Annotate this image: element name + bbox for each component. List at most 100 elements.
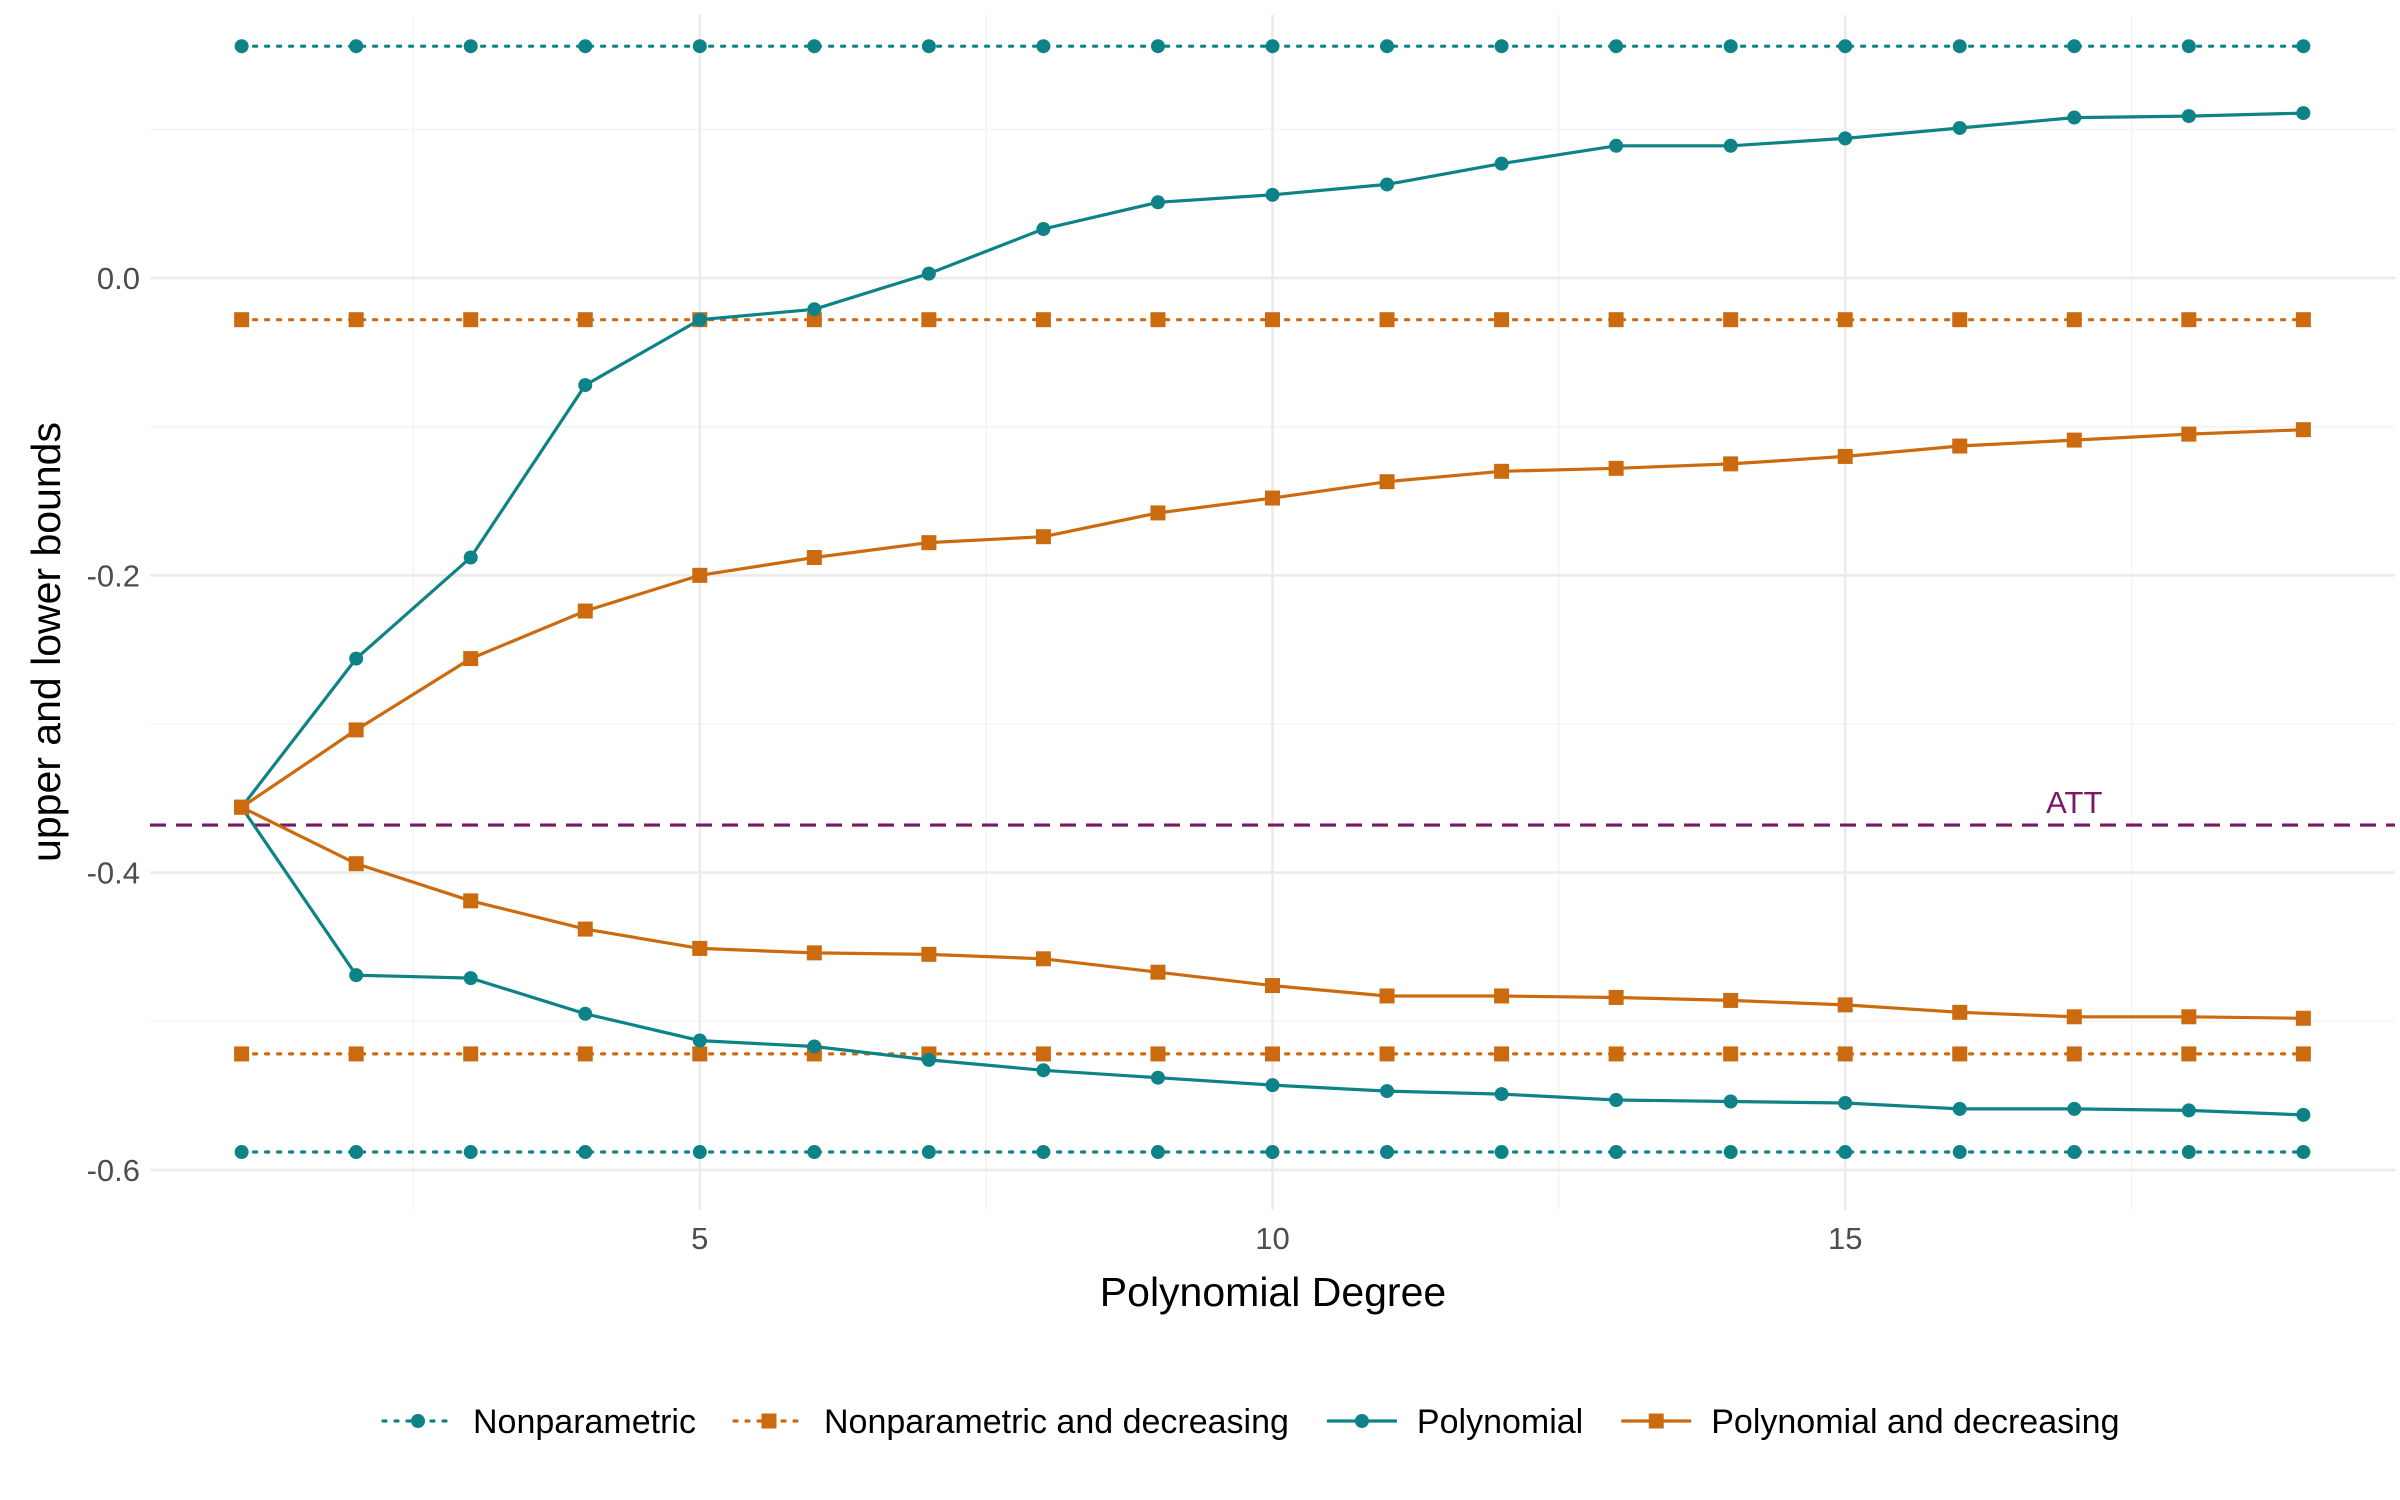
nonparametric-and-decreasing-upper-point bbox=[2066, 312, 2082, 328]
polynomial-upper-point bbox=[2067, 110, 2082, 125]
polynomial-lower-point bbox=[1036, 1063, 1051, 1078]
series bbox=[234, 39, 2311, 1160]
nonparametric-lower-point bbox=[1036, 1145, 1051, 1160]
nonparametric-upper-point bbox=[1265, 39, 1280, 54]
nonparametric-upper-point bbox=[807, 39, 822, 54]
nonparametric-upper-point bbox=[463, 39, 478, 54]
nonparametric-upper-point bbox=[2296, 39, 2311, 54]
legend-key-marker bbox=[1648, 1413, 1664, 1429]
polynomial-upper-point bbox=[692, 312, 707, 327]
legend-key-marker bbox=[761, 1413, 777, 1429]
nonparametric-upper-point bbox=[578, 39, 593, 54]
nonparametric-and-decreasing-upper-point bbox=[806, 312, 822, 328]
nonparametric-and-decreasing-lower-point bbox=[1494, 1046, 1510, 1062]
polynomial-and-decreasing-upper-point bbox=[2181, 426, 2197, 442]
nonparametric-lower-point bbox=[1150, 1145, 1165, 1160]
nonparametric-and-decreasing-upper-point bbox=[1723, 312, 1739, 328]
polynomial-lower-point bbox=[2181, 1103, 2196, 1118]
nonparametric-upper-point bbox=[1380, 39, 1395, 54]
grid bbox=[150, 15, 2395, 1210]
nonparametric-upper-point bbox=[1838, 39, 1853, 54]
nonparametric-and-decreasing-lower-point bbox=[1608, 1046, 1624, 1062]
polynomial-and-decreasing-upper-point bbox=[1723, 456, 1739, 472]
polynomial-upper-point bbox=[1036, 222, 1051, 237]
nonparametric-and-decreasing-lower-point bbox=[2066, 1046, 2082, 1062]
polynomial-upper-point bbox=[1723, 138, 1738, 153]
polynomial-and-decreasing-upper-point bbox=[1035, 529, 1051, 545]
polynomial-and-decreasing-lower-point bbox=[234, 799, 250, 815]
reference-lines: ATT bbox=[150, 785, 2395, 827]
legend-label: Nonparametric bbox=[473, 1403, 696, 1441]
y-axis-title: upper and lower bounds bbox=[23, 422, 69, 862]
polynomial-lower-point bbox=[1952, 1101, 1967, 1116]
series-polynomial bbox=[234, 106, 2311, 1122]
series-nonparametric-and-decreasing bbox=[234, 312, 2311, 1062]
nonparametric-lower-point bbox=[578, 1145, 593, 1160]
nonparametric-and-decreasing-upper-point bbox=[1379, 312, 1395, 328]
nonparametric-lower-point bbox=[2296, 1145, 2311, 1160]
polynomial-upper-point bbox=[1952, 120, 1967, 135]
nonparametric-and-decreasing-lower-point bbox=[1035, 1046, 1051, 1062]
y-tick-label: -0.2 bbox=[87, 558, 140, 593]
polynomial-and-decreasing-upper-point bbox=[1150, 505, 1166, 521]
nonparametric-and-decreasing-lower-point bbox=[234, 1046, 250, 1062]
nonparametric-upper-point bbox=[921, 39, 936, 54]
nonparametric-and-decreasing-lower-point bbox=[692, 1046, 708, 1062]
polynomial-and-decreasing-upper-point bbox=[1952, 438, 1968, 454]
x-tick-label: 15 bbox=[1828, 1221, 1862, 1256]
nonparametric-lower-point bbox=[807, 1145, 822, 1160]
nonparametric-upper-point bbox=[1723, 39, 1738, 54]
axes: Polynomial Degree upper and lower bounds… bbox=[23, 261, 1862, 1315]
polynomial-and-decreasing-lower-point bbox=[692, 940, 708, 956]
polynomial-and-decreasing-upper-point bbox=[1608, 460, 1624, 476]
nonparametric-upper-point bbox=[692, 39, 707, 54]
nonparametric-and-decreasing-lower-point bbox=[463, 1046, 479, 1062]
polynomial-and-decreasing-upper-point bbox=[1379, 474, 1395, 490]
nonparametric-lower-point bbox=[349, 1145, 364, 1160]
polynomial-upper-point bbox=[807, 302, 822, 317]
polynomial-upper-point bbox=[1609, 138, 1624, 153]
nonparametric-and-decreasing-lower-point bbox=[2181, 1046, 2197, 1062]
polynomial-and-decreasing-lower-point bbox=[1494, 988, 1510, 1004]
nonparametric-lower-point bbox=[1723, 1145, 1738, 1160]
polynomial-and-decreasing-lower-point bbox=[806, 945, 822, 961]
polynomial-upper-point bbox=[2296, 106, 2311, 121]
nonparametric-and-decreasing-upper-point bbox=[1265, 312, 1280, 328]
nonparametric-upper-point bbox=[2067, 39, 2082, 54]
att-reference-label: ATT bbox=[2046, 785, 2102, 820]
nonparametric-lower-point bbox=[463, 1145, 478, 1160]
polynomial-and-decreasing-lower-point bbox=[1837, 997, 1853, 1013]
polynomial-and-decreasing-lower-point bbox=[577, 921, 593, 937]
legend-label: Polynomial and decreasing bbox=[1711, 1403, 2119, 1441]
polynomial-and-decreasing-upper-point bbox=[2066, 432, 2082, 448]
series-nonparametric bbox=[234, 39, 2311, 1160]
nonparametric-upper-point bbox=[1952, 39, 1967, 54]
nonparametric-and-decreasing-lower-point bbox=[1379, 1046, 1395, 1062]
legend-key-marker bbox=[1354, 1414, 1369, 1428]
nonparametric-lower-point bbox=[1838, 1145, 1853, 1160]
legend-item-polynomial-and-decreasing: Polynomial and decreasing bbox=[1621, 1403, 2119, 1441]
nonparametric-and-decreasing-upper-point bbox=[234, 312, 250, 328]
nonparametric-lower-point bbox=[1380, 1145, 1395, 1160]
polynomial-and-decreasing-lower-point bbox=[1723, 992, 1739, 1008]
polynomial-lower-point bbox=[692, 1033, 707, 1048]
polynomial-and-decreasing-upper-point bbox=[2295, 422, 2311, 438]
polynomial-and-decreasing-lower-point bbox=[1952, 1004, 1968, 1020]
polynomial-and-decreasing-upper-point bbox=[1494, 463, 1510, 479]
polynomial-and-decreasing-lower-point bbox=[1265, 978, 1280, 994]
legend-key-marker bbox=[411, 1414, 425, 1428]
polynomial-upper-point bbox=[2181, 109, 2196, 124]
nonparametric-and-decreasing-upper-point bbox=[2295, 312, 2311, 328]
polynomial-and-decreasing-lower-point bbox=[1150, 964, 1166, 980]
nonparametric-and-decreasing-upper-point bbox=[1150, 312, 1166, 328]
polynomial-lower-point bbox=[1609, 1093, 1624, 1108]
nonparametric-and-decreasing-upper-point bbox=[348, 312, 364, 328]
polynomial-and-decreasing-lower-point bbox=[2066, 1009, 2082, 1025]
nonparametric-and-decreasing-upper-point bbox=[1952, 312, 1968, 328]
nonparametric-and-decreasing-lower-point bbox=[1723, 1046, 1739, 1062]
legend-label: Polynomial bbox=[1417, 1403, 1583, 1441]
nonparametric-lower-point bbox=[921, 1145, 936, 1160]
nonparametric-and-decreasing-upper-point bbox=[463, 312, 479, 328]
polynomial-and-decreasing-lower-point bbox=[921, 946, 937, 962]
polynomial-and-decreasing-upper-point bbox=[1837, 448, 1853, 464]
